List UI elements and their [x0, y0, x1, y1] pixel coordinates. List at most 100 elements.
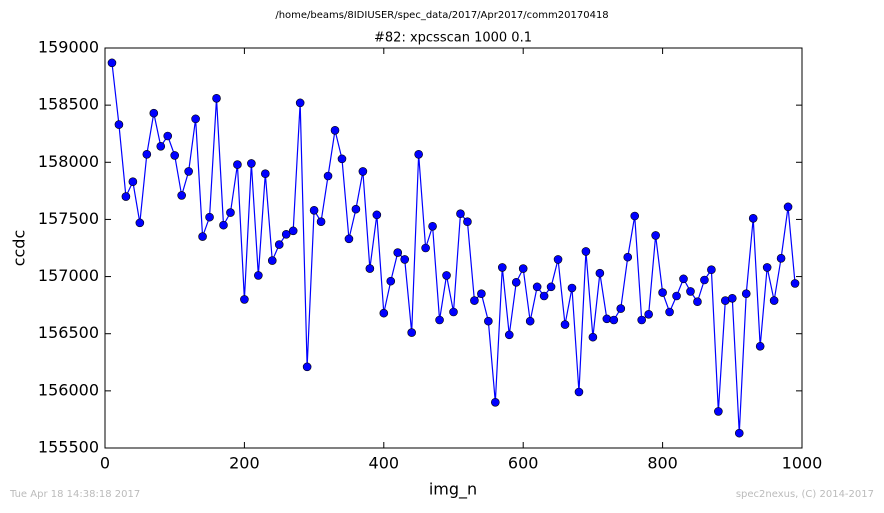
- data-point: [191, 114, 200, 124]
- y-tick-label: 158000: [38, 152, 99, 171]
- y-tick-label: 155500: [38, 438, 99, 457]
- data-point: [254, 271, 263, 280]
- chart-title: #82: xpcsscan 1000 0.1: [374, 31, 532, 46]
- data-point: [783, 202, 793, 212]
- data-point: [386, 276, 396, 286]
- x-axis-label: img_n: [429, 480, 477, 500]
- data-point: [247, 159, 256, 168]
- data-point: [553, 255, 563, 264]
- y-tick-label: 158500: [38, 95, 99, 114]
- data-point: [679, 274, 688, 284]
- data-point: [219, 220, 228, 230]
- y-tick-label: 156000: [38, 380, 99, 399]
- x-tick-label: 400: [369, 454, 400, 473]
- data-point: [365, 264, 375, 273]
- data-point: [769, 296, 779, 305]
- data-point: [560, 320, 570, 329]
- data-point: [504, 330, 514, 340]
- data-point: [755, 341, 765, 351]
- data-point: [212, 93, 221, 103]
- y-tick-label: 159000: [38, 38, 99, 57]
- data-point: [302, 362, 312, 372]
- data-point: [309, 205, 319, 215]
- data-point: [428, 221, 437, 231]
- x-tick-label: 200: [229, 454, 260, 473]
- data-point: [484, 316, 493, 326]
- data-point: [630, 211, 640, 221]
- data-point: [435, 315, 444, 325]
- data-point: [658, 288, 667, 297]
- data-point: [609, 315, 619, 325]
- x-tick-label: 1000: [782, 454, 823, 473]
- data-point: [714, 407, 723, 416]
- data-point: [393, 248, 403, 257]
- x-tick-label: 600: [508, 454, 539, 473]
- data-point: [491, 397, 500, 407]
- data-point: [198, 232, 207, 241]
- data-point: [734, 428, 744, 438]
- data-point: [477, 289, 486, 299]
- data-point: [776, 253, 786, 263]
- y-axis-label: ccdc: [10, 230, 29, 267]
- data-point: [463, 217, 472, 227]
- data-point: [700, 275, 709, 285]
- data-point: [539, 291, 549, 301]
- data-point: [233, 160, 242, 169]
- suptitle: /home/beams/8IDIUSER/spec_data/2017/Apr2…: [275, 10, 608, 21]
- data-point: [295, 98, 305, 108]
- data-point: [623, 252, 633, 262]
- data-point: [790, 279, 800, 288]
- data-point: [358, 167, 368, 176]
- data-point: [400, 255, 410, 264]
- data-point: [707, 265, 716, 275]
- x-tick-label: 0: [100, 454, 110, 473]
- data-point: [274, 240, 284, 249]
- data-point: [644, 309, 653, 319]
- data-point: [518, 264, 528, 273]
- data-point: [379, 308, 389, 318]
- data-point: [414, 149, 423, 159]
- data-point: [114, 120, 124, 129]
- data-point: [525, 316, 535, 326]
- data-point: [226, 208, 235, 217]
- data-point: [372, 210, 382, 220]
- data-point: [616, 304, 626, 313]
- data-point: [651, 231, 660, 240]
- data-point: [449, 307, 458, 317]
- data-point: [323, 171, 333, 181]
- data-point: [497, 263, 507, 272]
- y-tick-label: 157000: [38, 266, 99, 285]
- data-point: [602, 314, 612, 324]
- data-point: [693, 297, 702, 307]
- data-point: [546, 282, 556, 292]
- data-point: [316, 217, 326, 227]
- data-point: [442, 271, 451, 280]
- data-point: [762, 263, 772, 272]
- data-point: [288, 226, 298, 236]
- data-point: [672, 291, 681, 301]
- data-point: [156, 141, 166, 151]
- y-tick-label: 156500: [38, 323, 99, 342]
- data-point: [344, 234, 354, 244]
- data-point: [351, 204, 361, 214]
- data-point: [665, 307, 674, 317]
- data-point: [330, 125, 340, 135]
- data-point: [135, 218, 145, 228]
- data-point: [240, 295, 249, 304]
- data-point: [637, 315, 646, 325]
- data-point: [142, 149, 152, 159]
- data-point: [149, 108, 159, 118]
- data-point: [170, 151, 179, 160]
- data-point: [128, 177, 138, 187]
- footer-left: Tue Apr 18 14:38:18 2017: [9, 489, 140, 500]
- data-point: [456, 209, 465, 219]
- data-point: [261, 169, 270, 179]
- x-tick-label: 800: [647, 454, 678, 473]
- data-point: [421, 243, 430, 253]
- data-point: [337, 154, 347, 164]
- plot-frame: [104, 47, 803, 449]
- data-point: [121, 192, 131, 201]
- data-point: [470, 296, 479, 305]
